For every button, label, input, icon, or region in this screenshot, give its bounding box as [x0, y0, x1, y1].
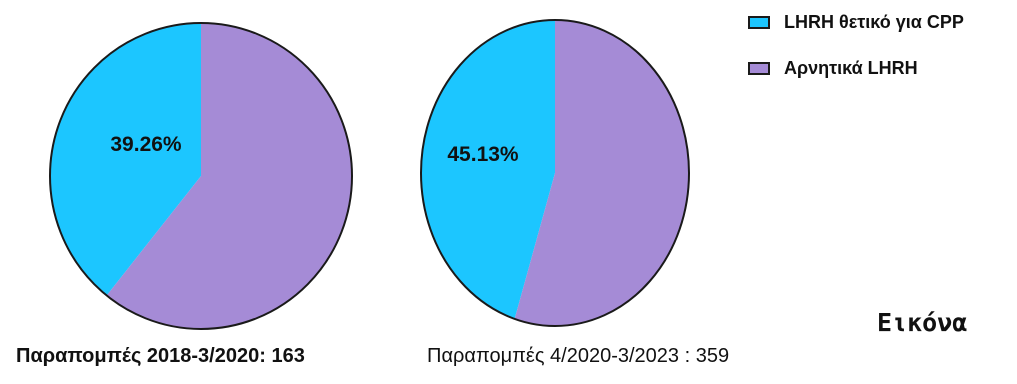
- legend-item-negative: Αρνητικά LHRH: [748, 56, 964, 80]
- pie-1-data-label: 39.26%: [110, 133, 182, 156]
- legend-label-negative: Αρνητικά LHRH: [784, 57, 918, 78]
- legend-swatch-negative: [748, 61, 770, 75]
- pie-1-slice-positive: [50, 23, 201, 296]
- pie-1-slice-negative: [106, 23, 353, 329]
- pie-2-slice-negative: [514, 20, 689, 326]
- pie-2-slice-positive: [420, 20, 555, 319]
- pie-1-outline: [49, 22, 353, 330]
- pie-1-caption: Παραπομπές 2018-3/2020: 163: [16, 345, 305, 367]
- legend-item-positive: LHRH θετικό για CPP: [748, 10, 964, 34]
- legend: LHRH θετικό για CPP Αρνητικά LHRH: [748, 10, 964, 102]
- legend-label-positive: LHRH θετικό για CPP: [784, 11, 964, 32]
- pie-2: 45.13%: [420, 19, 690, 327]
- pie-2-data-label: 45.13%: [447, 143, 519, 166]
- pie-1: 39.26%: [49, 22, 353, 330]
- figure-label: Εικόνα: [877, 308, 968, 337]
- pie-2-outline: [420, 19, 690, 327]
- legend-swatch-positive: [748, 15, 770, 29]
- pie-2-caption: Παραπομπές 4/2020-3/2023 : 359: [427, 345, 730, 367]
